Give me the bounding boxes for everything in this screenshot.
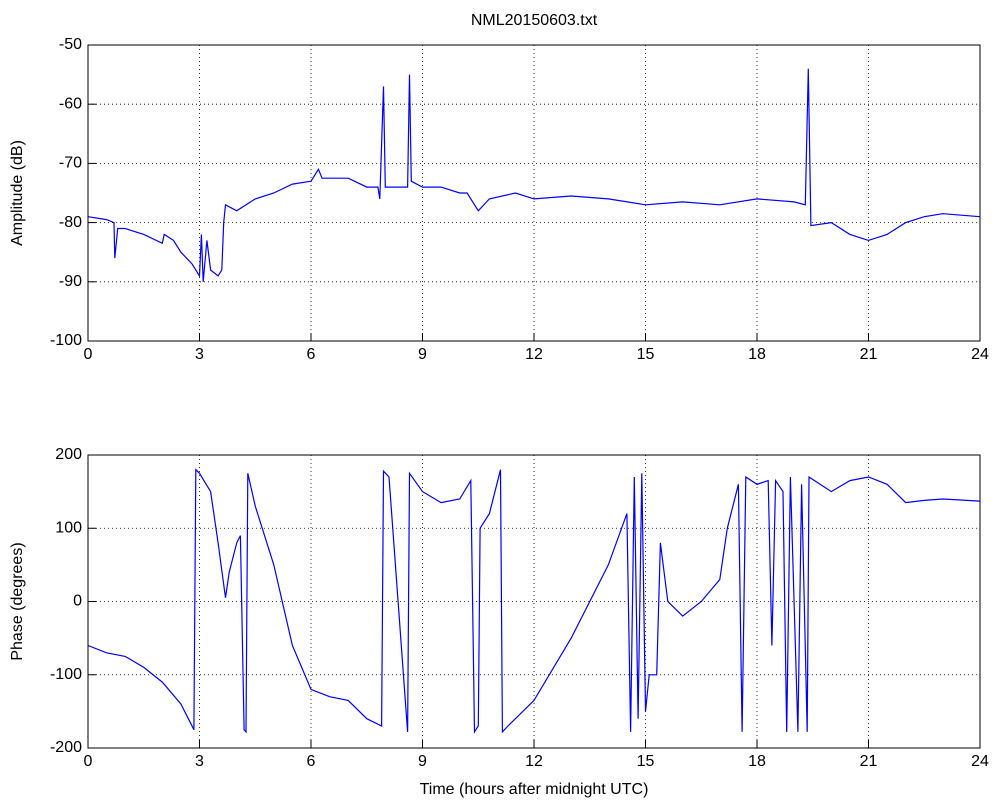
y-tick-label: -60 xyxy=(59,95,82,112)
chart-title: NML20150603.txt xyxy=(471,12,598,29)
plot-area xyxy=(88,455,980,748)
y-tick-label: 0 xyxy=(73,593,82,610)
x-tick-label: 24 xyxy=(971,753,989,770)
y-tick-label: -50 xyxy=(59,36,82,53)
x-tick-label: 15 xyxy=(637,753,655,770)
y-tick-label: 200 xyxy=(55,446,82,463)
x-tick-label: 18 xyxy=(748,753,766,770)
x-tick-label: 3 xyxy=(195,753,204,770)
x-tick-label: 9 xyxy=(418,346,427,363)
x-tick-label: 21 xyxy=(860,753,878,770)
x-tick-label: 18 xyxy=(748,346,766,363)
x-tick-label: 6 xyxy=(307,753,316,770)
x-tick-label: 0 xyxy=(84,753,93,770)
x-tick-label: 12 xyxy=(525,753,543,770)
y-tick-label: -70 xyxy=(59,155,82,172)
y-tick-label: 100 xyxy=(55,519,82,536)
x-tick-label: 24 xyxy=(971,346,989,363)
axes-box xyxy=(87,44,981,342)
axes-box xyxy=(87,454,981,749)
y-tick-label: -90 xyxy=(59,273,82,290)
y-axis-label: Amplitude (dB) xyxy=(9,140,26,246)
y-axis-label: Phase (degrees) xyxy=(9,542,26,660)
x-tick-label: 15 xyxy=(637,346,655,363)
x-tick-label: 12 xyxy=(525,346,543,363)
data-line xyxy=(87,68,981,282)
y-tick-label: -100 xyxy=(50,666,82,683)
y-tick-label: -200 xyxy=(50,739,82,756)
y-tick-label: -80 xyxy=(59,214,82,231)
y-tick-label: -100 xyxy=(50,332,82,349)
x-tick-label: 0 xyxy=(84,346,93,363)
x-tick-label: 9 xyxy=(418,753,427,770)
data-line xyxy=(87,468,981,734)
x-tick-label: 21 xyxy=(860,346,878,363)
x-tick-label: 6 xyxy=(307,346,316,363)
x-tick-label: 3 xyxy=(195,346,204,363)
x-axis-label: Time (hours after midnight UTC) xyxy=(420,781,649,798)
